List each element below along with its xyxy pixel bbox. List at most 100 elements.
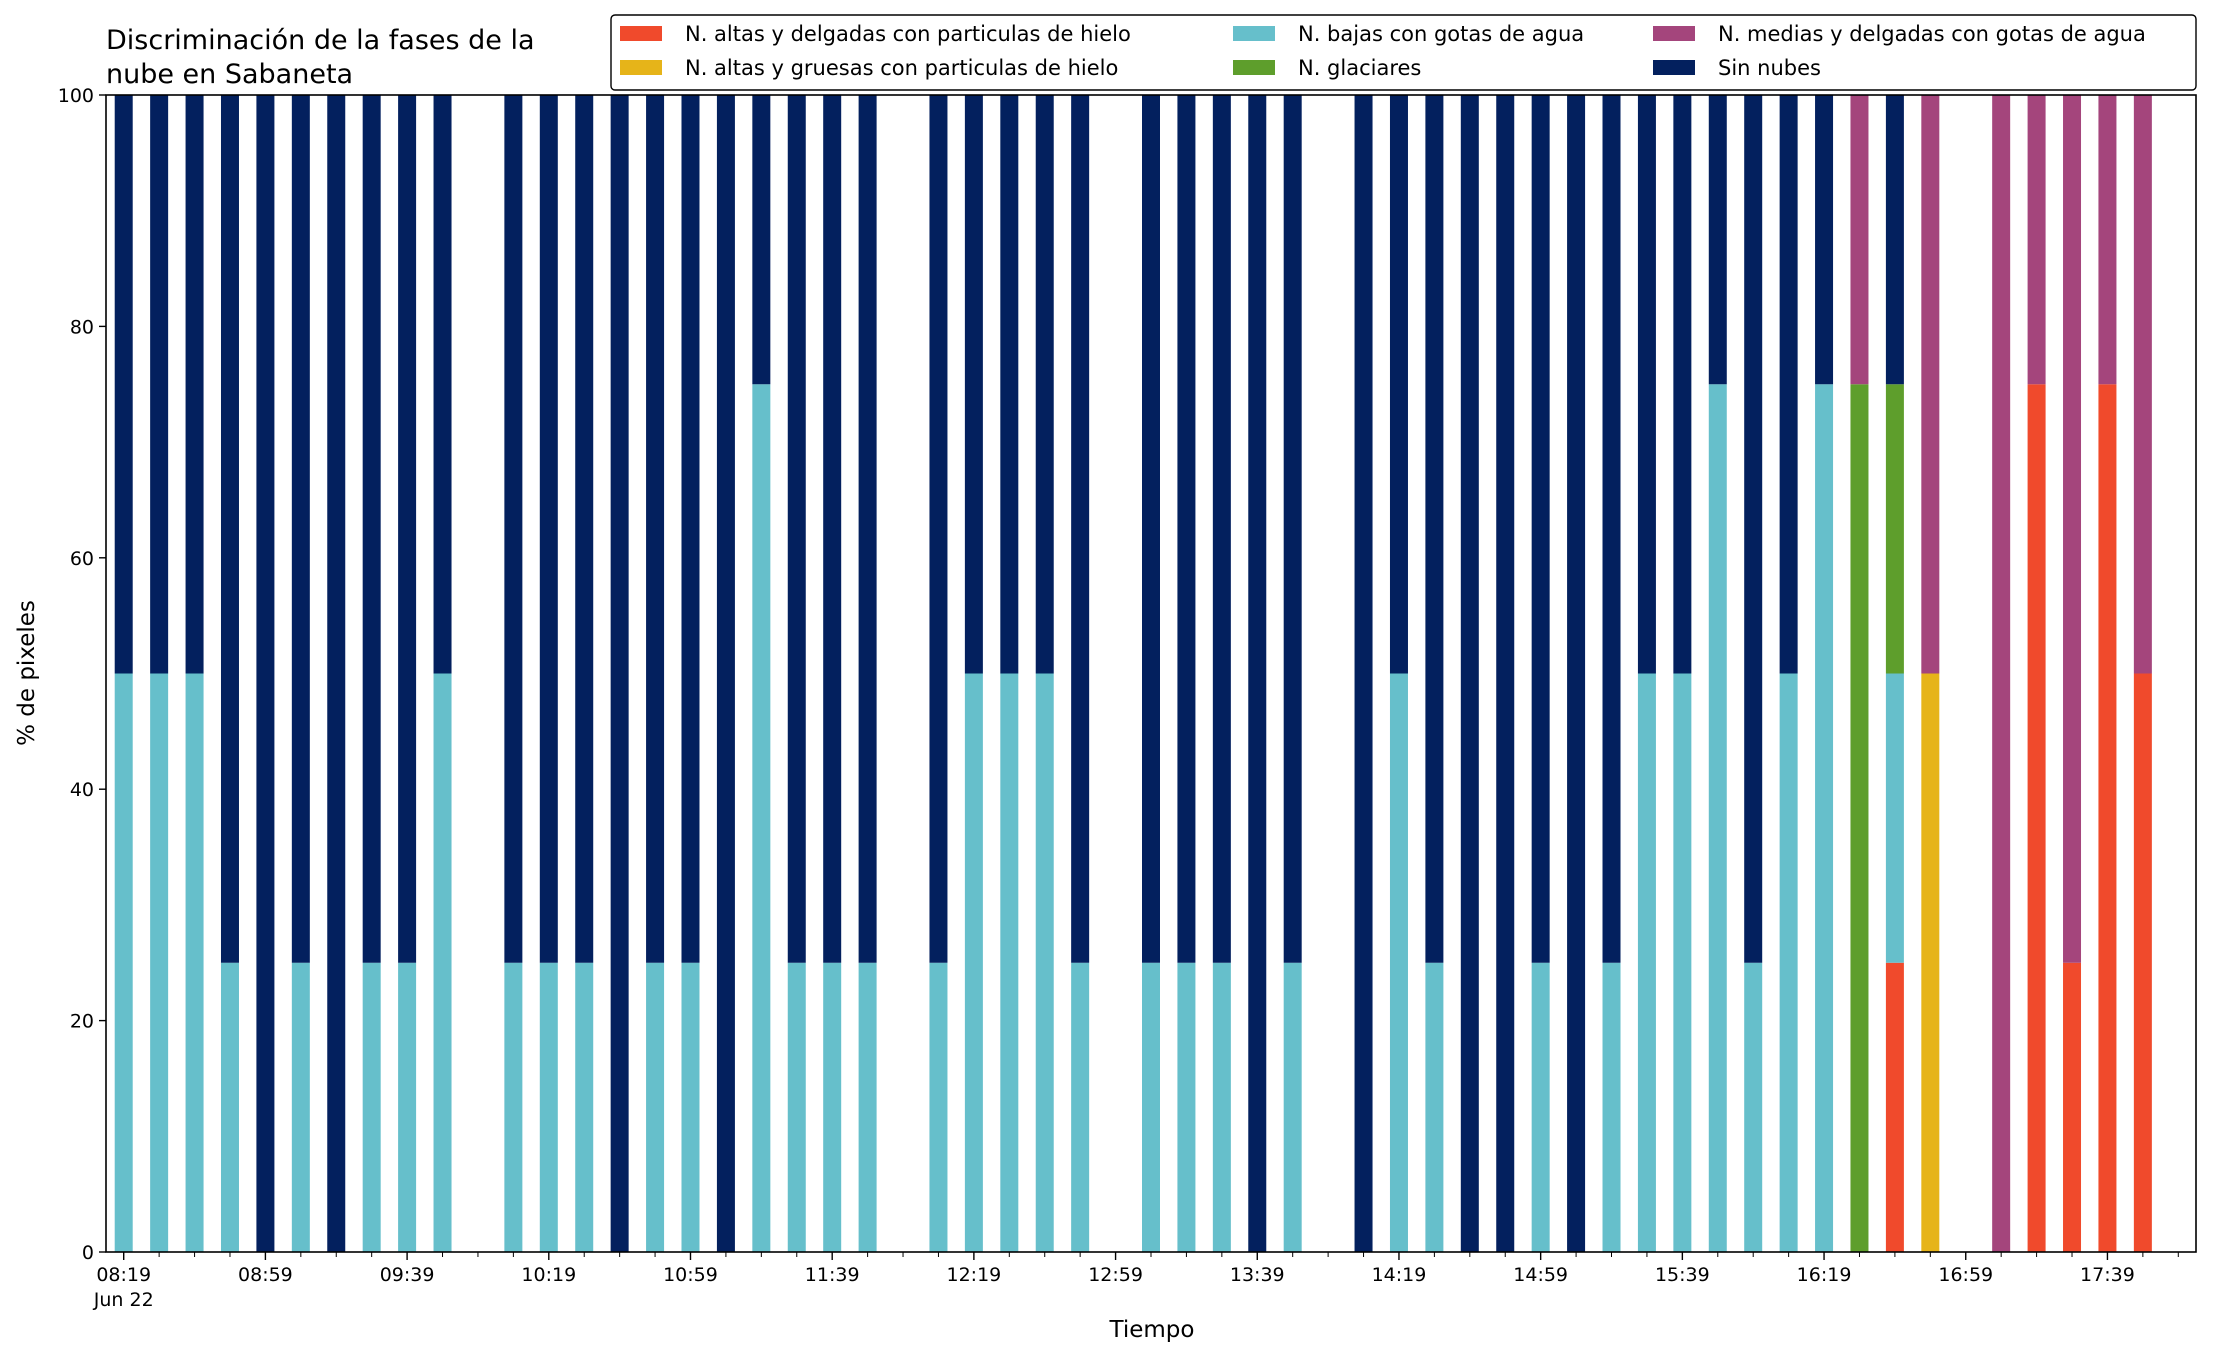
x-tick-label-1419: 14:19	[1372, 1264, 1427, 1286]
bar-segment-1339-sin_nubes	[1248, 95, 1267, 1252]
bar-segment-1209-sin_nubes	[929, 95, 948, 963]
legend-label-n_glaciares: N. glaciares	[1298, 56, 1421, 80]
bar-segment-1559-n_bajas	[1744, 962, 1763, 1252]
bar-segment-1639-sin_nubes	[1885, 95, 1904, 385]
x-tick-label-1059: 10:59	[663, 1264, 718, 1286]
bar-segment-1729-n_medias	[2063, 95, 2082, 963]
bar-segment-1539-n_bajas	[1673, 673, 1692, 1252]
bar-segment-1329-n_bajas	[1212, 962, 1231, 1252]
x-tick-label-1219: 12:19	[946, 1264, 1001, 1286]
bar-segment-1139-sin_nubes	[823, 95, 842, 963]
bars-layer	[114, 95, 2152, 1252]
bar-segment-0839-n_bajas	[185, 673, 204, 1252]
bar-segment-1049-sin_nubes	[646, 95, 665, 963]
bar-segment-0929-n_bajas	[362, 962, 381, 1252]
bar-segment-0819-sin_nubes	[114, 95, 133, 674]
bar-segment-1439-sin_nubes	[1460, 95, 1479, 1252]
bar-segment-1549-sin_nubes	[1708, 95, 1727, 385]
bar-segment-1459-sin_nubes	[1531, 95, 1550, 963]
y-tick-label-20: 20	[70, 1011, 94, 1033]
bar-segment-1549-n_bajas	[1708, 384, 1727, 1252]
bar-segment-1609-n_bajas	[1779, 673, 1798, 1252]
bar-segment-1619-n_bajas	[1815, 384, 1834, 1252]
x-tick-label-1539: 15:39	[1655, 1264, 1710, 1286]
bar-segment-1539-sin_nubes	[1673, 95, 1692, 674]
bar-segment-1029-sin_nubes	[575, 95, 594, 963]
bar-segment-1529-n_bajas	[1637, 673, 1656, 1252]
bar-segment-1629-n_medias	[1850, 95, 1869, 385]
bar-segment-1249-sin_nubes	[1071, 95, 1090, 963]
x-tick-label-1459: 14:59	[1513, 1264, 1568, 1286]
x-tick-label-0859: 08:59	[238, 1264, 293, 1286]
legend-label-n_bajas: N. bajas con gotas de agua	[1298, 22, 1584, 46]
y-tick-label-0: 0	[82, 1242, 94, 1264]
bar-segment-1409-sin_nubes	[1354, 95, 1373, 1252]
bar-segment-1639-n_glaciares	[1885, 384, 1904, 674]
bar-segment-1109-sin_nubes	[716, 95, 735, 1252]
bar-segment-1309-sin_nubes	[1142, 95, 1160, 963]
bar-segment-1309-n_bajas	[1142, 962, 1160, 1252]
bar-segment-1009-n_bajas	[504, 962, 523, 1252]
bar-segment-1049-n_bajas	[646, 962, 665, 1252]
x-tick-label-1019: 10:19	[521, 1264, 576, 1286]
bar-segment-1139-n_bajas	[823, 962, 842, 1252]
bar-segment-1149-n_bajas	[858, 962, 877, 1252]
bar-segment-1019-n_bajas	[539, 962, 558, 1252]
y-axis-title: % de pixeles	[14, 600, 40, 746]
legend-swatch-n_medias	[1653, 26, 1695, 41]
bar-segment-1709-n_medias	[1992, 95, 2011, 1252]
legend: N. altas y delgadas con particulas de hi…	[610, 14, 2197, 91]
bar-segment-1449-sin_nubes	[1496, 95, 1515, 1252]
legend-label-n_medias: N. medias y delgadas con gotas de agua	[1718, 22, 2146, 46]
bar-segment-1639-n_altas_delgadas	[1885, 962, 1904, 1252]
bar-segment-1149-sin_nubes	[858, 95, 877, 963]
bar-segment-0829-sin_nubes	[150, 95, 169, 674]
legend-swatch-sin_nubes	[1653, 60, 1695, 75]
x-tick-label-1619: 16:19	[1797, 1264, 1852, 1286]
bar-segment-0949-n_bajas	[433, 673, 452, 1252]
bar-segment-1019-sin_nubes	[539, 95, 558, 963]
bar-segment-1619-sin_nubes	[1815, 95, 1834, 385]
x-tick-label-0819: 08:19	[96, 1264, 151, 1286]
x-axis-title: Tiempo	[1109, 1317, 1195, 1343]
x-axis: 08:19 08:59 09:39 10:19 10:59 11:39 12:19 12:59…	[93, 1252, 2179, 1311]
bar-segment-1059-n_bajas	[681, 962, 700, 1252]
chart-title-line-1: Discriminación de la fases de la	[106, 25, 535, 56]
bar-segment-1239-n_bajas	[1035, 673, 1054, 1252]
bar-segment-1459-n_bajas	[1531, 962, 1550, 1252]
bar-segment-1509-sin_nubes	[1567, 95, 1586, 1252]
bar-segment-1559-sin_nubes	[1744, 95, 1763, 963]
chart-title: Discriminación de la fases de la nube en…	[106, 25, 535, 90]
legend-swatch-n_altas_delgadas	[620, 26, 662, 41]
y-tick-label-100: 100	[58, 85, 94, 107]
bar-segment-0859-sin_nubes	[256, 95, 275, 1252]
legend-swatch-n_glaciares	[1233, 60, 1275, 75]
bar-segment-1639-n_bajas	[1885, 673, 1904, 963]
bar-segment-1349-sin_nubes	[1283, 95, 1302, 963]
legend-frame	[610, 14, 2197, 91]
bar-segment-1519-sin_nubes	[1602, 95, 1621, 963]
y-axis: 0 20 40 60 80 100	[58, 85, 106, 1264]
bar-segment-1219-sin_nubes	[964, 95, 983, 674]
x-tick-label-1659: 16:59	[1938, 1264, 1993, 1286]
bar-segment-1629-n_glaciares	[1850, 384, 1869, 1252]
bar-segment-1719-n_medias	[2027, 95, 2046, 385]
x-tick-label-1739: 17:39	[2080, 1264, 2135, 1286]
bar-segment-0849-n_bajas	[220, 962, 239, 1252]
bar-segment-1649-n_medias	[1921, 95, 1940, 674]
x-tick-label-1339: 13:39	[1230, 1264, 1285, 1286]
legend-swatch-n_altas_gruesas	[620, 60, 662, 75]
bar-segment-1419-sin_nubes	[1389, 95, 1408, 674]
bar-segment-0849-sin_nubes	[220, 95, 239, 963]
bar-segment-0939-sin_nubes	[398, 95, 417, 963]
bar-segment-1119-n_bajas	[752, 384, 771, 1252]
bar-segment-0909-n_bajas	[291, 962, 310, 1252]
bar-segment-1039-sin_nubes	[610, 95, 629, 1252]
x-tick-label-1139: 11:39	[805, 1264, 860, 1286]
bar-segment-1029-n_bajas	[575, 962, 594, 1252]
bar-segment-0929-sin_nubes	[362, 95, 381, 963]
bar-segment-0829-n_bajas	[150, 673, 169, 1252]
bar-segment-1209-n_bajas	[929, 962, 948, 1252]
bar-segment-1009-sin_nubes	[504, 95, 523, 963]
bar-segment-1609-sin_nubes	[1779, 95, 1798, 674]
